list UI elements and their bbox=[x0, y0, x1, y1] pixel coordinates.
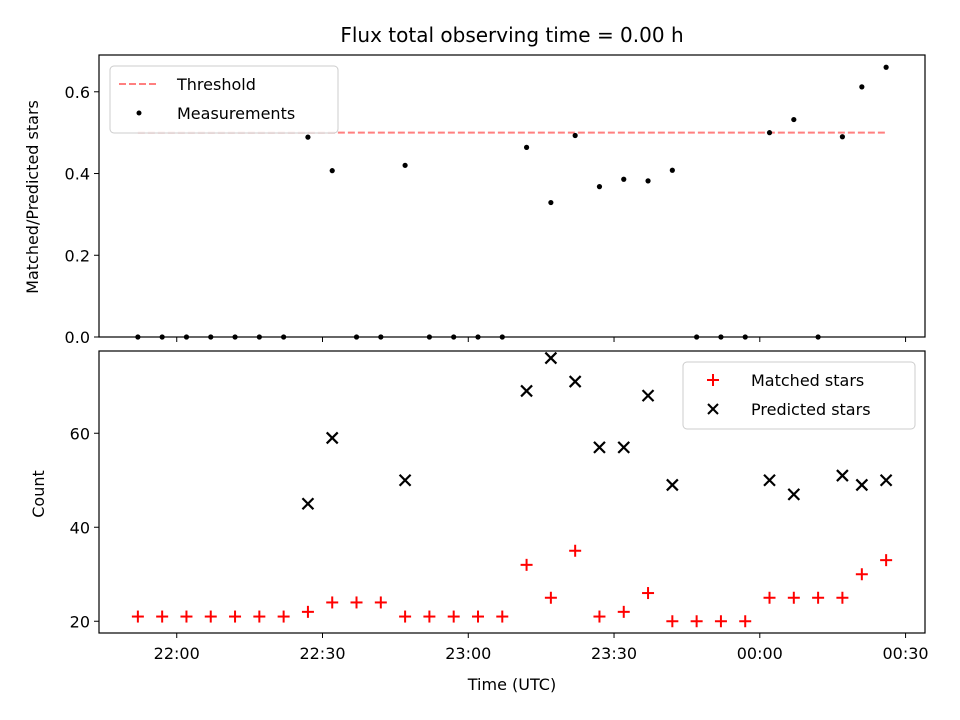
top-panel: Matched/Predicted stars 0.0 0.2 0.4 0.6 Thr… bbox=[23, 54, 926, 347]
matched-stars-point bbox=[763, 591, 776, 604]
bottom-panel: Count Time (UTC) 20 40 60 22:00 22:30 23:00 23… bbox=[29, 350, 929, 694]
matched-stars-point bbox=[180, 610, 193, 623]
matched-stars-point bbox=[447, 610, 460, 623]
legend-matched-label: Matched stars bbox=[751, 371, 864, 390]
measurement-point bbox=[572, 132, 578, 139]
matched-stars-point bbox=[156, 610, 169, 623]
bottom-x-tick-label: 00:00 bbox=[737, 644, 783, 663]
measurement-point bbox=[645, 178, 651, 184]
chart-title: Flux total observing time = 0.00 h bbox=[340, 23, 683, 47]
predicted-stars-point bbox=[301, 497, 315, 511]
matched-stars-point bbox=[399, 610, 412, 623]
top-legend-box bbox=[109, 65, 339, 134]
measurement-point bbox=[766, 130, 773, 136]
bottom-plot-marks bbox=[131, 351, 893, 628]
bottom-x-tick-label: 00:30 bbox=[883, 644, 929, 663]
top-y-tick-label: 0.2 bbox=[65, 246, 90, 265]
predicted-stars-point bbox=[641, 389, 655, 402]
matched-stars-point bbox=[277, 610, 290, 623]
predicted-stars-point bbox=[544, 351, 558, 365]
matched-stars-point bbox=[423, 610, 436, 623]
measurement-point bbox=[839, 134, 846, 140]
matched-stars-point bbox=[666, 615, 679, 628]
bottom-y-axis-label: Count bbox=[29, 470, 48, 518]
measurement-point bbox=[596, 184, 603, 190]
predicted-stars-point bbox=[568, 375, 582, 388]
bottom-axis-ticks: 20 40 60 22:00 22:30 23:00 23:30 00:00 00:30 bbox=[70, 424, 929, 663]
matched-stars-point bbox=[253, 610, 266, 623]
matched-stars-point bbox=[714, 615, 727, 628]
matched-stars-point bbox=[350, 596, 363, 609]
top-axis-ticks: 0.0 0.2 0.4 0.6 bbox=[65, 83, 907, 347]
legend-predicted-swatch bbox=[707, 403, 719, 415]
predicted-stars-point bbox=[763, 473, 776, 487]
predicted-stars-point bbox=[617, 441, 631, 454]
bottom-x-tick-label: 22:00 bbox=[154, 644, 200, 663]
matched-stars-point bbox=[617, 605, 630, 618]
bottom-y-tick-label: 20 bbox=[70, 612, 90, 631]
matched-stars-point bbox=[642, 587, 655, 600]
predicted-stars-point bbox=[593, 441, 606, 454]
predicted-stars-point bbox=[879, 473, 893, 487]
matched-stars-point bbox=[496, 610, 509, 623]
predicted-stars-point bbox=[325, 431, 339, 445]
measurement-point bbox=[859, 84, 865, 90]
top-y-tick-label: 0.0 bbox=[65, 328, 90, 347]
measurement-point bbox=[548, 199, 554, 206]
bottom-y-tick-label: 40 bbox=[70, 518, 90, 537]
matched-stars-point bbox=[855, 568, 868, 581]
top-legend: Threshold Measurements bbox=[109, 65, 339, 134]
measurement-point bbox=[621, 176, 627, 182]
predicted-stars-point bbox=[836, 469, 849, 482]
matched-stars-point bbox=[301, 605, 314, 618]
bottom-x-tick-label: 22:30 bbox=[299, 644, 345, 663]
matched-stars-point bbox=[544, 591, 557, 604]
matched-stars-point bbox=[374, 596, 387, 609]
matched-stars-point bbox=[812, 591, 825, 604]
matched-stars-point bbox=[471, 610, 484, 623]
matched-stars-point bbox=[739, 615, 752, 628]
matched-stars-point bbox=[569, 544, 582, 557]
predicted-stars-point bbox=[398, 473, 412, 487]
legend-measurements-label: Measurements bbox=[177, 104, 295, 123]
bottom-x-axis-label: Time (UTC) bbox=[467, 675, 556, 694]
top-plot-frame bbox=[98, 54, 926, 338]
bottom-plot-frame bbox=[98, 350, 926, 634]
matched-stars-point bbox=[593, 610, 606, 623]
measurement-point bbox=[791, 116, 797, 123]
predicted-stars-point bbox=[787, 488, 801, 501]
measurement-point bbox=[523, 144, 530, 150]
measurement-point bbox=[305, 134, 311, 140]
matched-stars-point bbox=[690, 615, 703, 628]
measurement-point bbox=[402, 162, 408, 168]
matched-stars-point bbox=[880, 554, 893, 567]
matched-stars-point bbox=[131, 610, 144, 623]
predicted-stars-point bbox=[855, 478, 869, 492]
measurement-point bbox=[669, 167, 675, 173]
bottom-legend-box bbox=[682, 361, 916, 430]
bottom-legend: Matched stars Predicted stars bbox=[682, 361, 916, 430]
top-y-tick-label: 0.4 bbox=[65, 165, 90, 184]
measurement-point bbox=[883, 64, 889, 70]
matched-stars-point bbox=[326, 596, 339, 609]
matched-stars-point bbox=[204, 610, 217, 623]
legend-predicted-label: Predicted stars bbox=[751, 400, 871, 419]
bottom-x-tick-label: 23:00 bbox=[445, 644, 491, 663]
top-y-axis-label: Matched/Predicted stars bbox=[23, 100, 42, 294]
matched-stars-point bbox=[787, 591, 800, 604]
legend-measurements-swatch bbox=[136, 110, 142, 116]
bottom-y-tick-label: 60 bbox=[70, 424, 90, 443]
predicted-stars-point bbox=[520, 384, 533, 398]
predicted-stars-point bbox=[666, 478, 679, 492]
matched-stars-point bbox=[520, 558, 533, 571]
matched-stars-point bbox=[229, 610, 242, 623]
top-y-tick-label: 0.6 bbox=[65, 83, 90, 102]
measurement-point bbox=[329, 168, 335, 174]
bottom-x-tick-label: 23:30 bbox=[591, 644, 637, 663]
legend-matched-swatch bbox=[707, 374, 719, 386]
legend-threshold-label: Threshold bbox=[176, 75, 256, 94]
matched-stars-point bbox=[836, 591, 849, 604]
